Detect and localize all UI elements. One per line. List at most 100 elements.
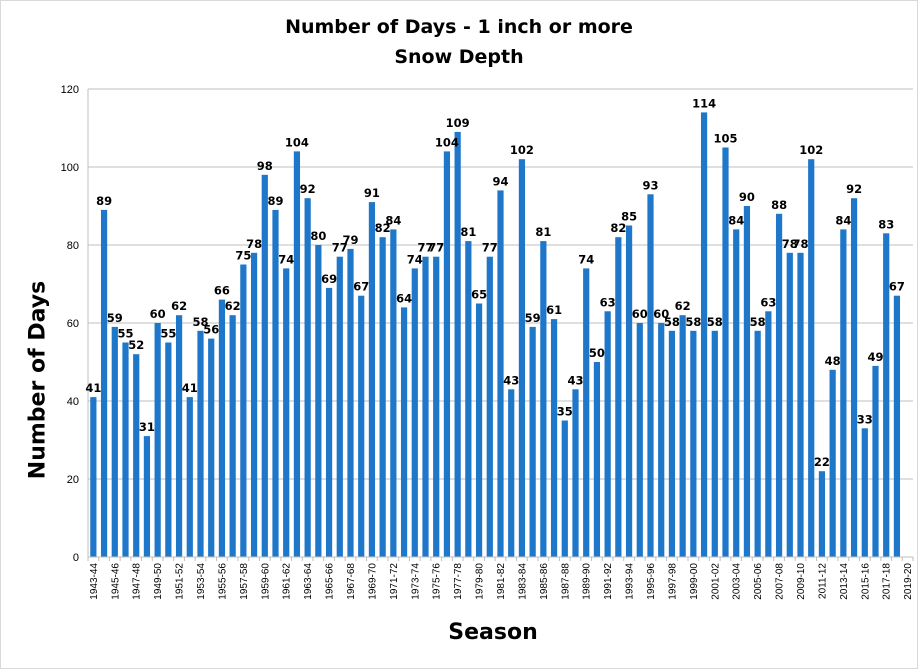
bar bbox=[733, 229, 740, 557]
bar bbox=[668, 330, 676, 557]
data-label: 74 bbox=[578, 252, 594, 266]
bar bbox=[143, 436, 151, 557]
data-label: 90 bbox=[739, 190, 755, 204]
bar bbox=[175, 315, 183, 557]
bar bbox=[679, 315, 686, 557]
x-tick-label: 1967-68 bbox=[346, 563, 357, 600]
data-label: 61 bbox=[546, 303, 562, 317]
x-tick-label: 1989-90 bbox=[582, 563, 593, 600]
bar bbox=[325, 287, 333, 557]
data-label: 104 bbox=[435, 135, 459, 149]
x-tick-label: 1961-62 bbox=[282, 563, 293, 600]
data-label: 55 bbox=[117, 327, 133, 341]
bar bbox=[465, 241, 472, 557]
x-tick-label: 1943-44 bbox=[89, 563, 100, 600]
x-tick-label: 2007-08 bbox=[775, 563, 786, 600]
x-tick-label: 2015-16 bbox=[860, 563, 871, 600]
data-label: 105 bbox=[713, 132, 737, 146]
data-label: 85 bbox=[621, 210, 637, 224]
x-tick-label: 1951-52 bbox=[175, 563, 186, 600]
data-label: 22 bbox=[814, 455, 830, 469]
bar bbox=[208, 338, 215, 557]
data-label: 58 bbox=[192, 315, 208, 329]
data-label: 77 bbox=[417, 241, 433, 255]
x-tick-label: 1969-70 bbox=[367, 563, 378, 600]
bar bbox=[743, 206, 751, 557]
data-label: 84 bbox=[385, 213, 401, 227]
data-label: 102 bbox=[510, 143, 534, 157]
data-label: 78 bbox=[246, 237, 262, 251]
bar bbox=[304, 198, 311, 557]
bar bbox=[893, 295, 901, 557]
data-label: 93 bbox=[642, 178, 658, 192]
chart-title: Number of Days - 1 inch or more bbox=[285, 16, 633, 38]
bar bbox=[775, 213, 783, 558]
data-label: 114 bbox=[692, 96, 716, 110]
bar bbox=[829, 369, 836, 557]
bar bbox=[454, 131, 461, 557]
data-labels: 4189595552316055624158566662757898897410… bbox=[85, 96, 905, 469]
y-tick-label: 40 bbox=[67, 396, 79, 408]
y-tick-label: 100 bbox=[61, 162, 79, 174]
x-tick-label: 2019-20 bbox=[903, 563, 914, 600]
data-label: 43 bbox=[567, 373, 583, 387]
data-label: 66 bbox=[214, 284, 230, 298]
data-label: 31 bbox=[139, 420, 155, 434]
bar bbox=[368, 202, 376, 557]
data-label: 43 bbox=[503, 373, 519, 387]
data-label: 33 bbox=[857, 412, 873, 426]
x-tick-label: 1959-60 bbox=[260, 563, 271, 600]
data-label: 58 bbox=[664, 315, 680, 329]
x-tick-label: 1947-48 bbox=[132, 563, 143, 600]
bar bbox=[583, 268, 590, 557]
x-tick-label: 2003-04 bbox=[732, 563, 743, 600]
bar bbox=[786, 252, 793, 558]
data-label: 58 bbox=[685, 315, 701, 329]
bar bbox=[272, 209, 279, 557]
data-label: 104 bbox=[285, 135, 309, 149]
x-tick-label: 1971-72 bbox=[389, 563, 400, 600]
data-label: 35 bbox=[557, 405, 573, 419]
y-tick-label: 60 bbox=[67, 318, 79, 330]
data-label: 58 bbox=[750, 315, 766, 329]
x-tick-label: 1977-78 bbox=[453, 563, 464, 600]
x-tick-label: 1985-86 bbox=[539, 563, 550, 600]
bar bbox=[647, 194, 654, 558]
x-tick-label: 2017-18 bbox=[882, 563, 893, 600]
data-label: 41 bbox=[85, 381, 101, 395]
data-label: 77 bbox=[332, 241, 348, 255]
bar bbox=[336, 256, 343, 557]
bar bbox=[250, 252, 258, 558]
x-tick-label: 1953-54 bbox=[196, 563, 207, 600]
data-label: 81 bbox=[460, 225, 476, 239]
y-tick-label: 20 bbox=[67, 474, 79, 486]
bar bbox=[850, 198, 858, 557]
x-tick-label: 1999-00 bbox=[689, 563, 700, 600]
data-label: 62 bbox=[171, 299, 187, 313]
data-label: 63 bbox=[760, 295, 776, 309]
data-label: 84 bbox=[728, 213, 744, 227]
bar bbox=[154, 323, 161, 557]
data-label: 64 bbox=[396, 291, 412, 305]
data-label: 79 bbox=[342, 233, 358, 247]
bar bbox=[358, 295, 365, 557]
x-tick-label: 1973-74 bbox=[410, 563, 421, 600]
bar bbox=[615, 237, 622, 557]
x-axis: 1943-44 1945-46 1947-48 1949-50 1951-52 1953-… bbox=[87, 556, 914, 600]
bar bbox=[550, 319, 558, 557]
bar bbox=[186, 397, 193, 557]
data-label: 80 bbox=[310, 229, 326, 243]
x-tick-label: 1945-46 bbox=[110, 563, 121, 600]
bar bbox=[636, 323, 643, 557]
data-label: 60 bbox=[653, 307, 669, 321]
data-label: 49 bbox=[867, 350, 883, 364]
x-axis-title: Season bbox=[448, 620, 538, 645]
data-label: 77 bbox=[482, 241, 498, 255]
bar bbox=[422, 256, 429, 557]
data-label: 58 bbox=[707, 315, 723, 329]
bar bbox=[540, 241, 547, 557]
data-label: 52 bbox=[128, 338, 144, 352]
data-label: 69 bbox=[321, 272, 337, 286]
x-tick-label: 1993-94 bbox=[625, 563, 636, 600]
